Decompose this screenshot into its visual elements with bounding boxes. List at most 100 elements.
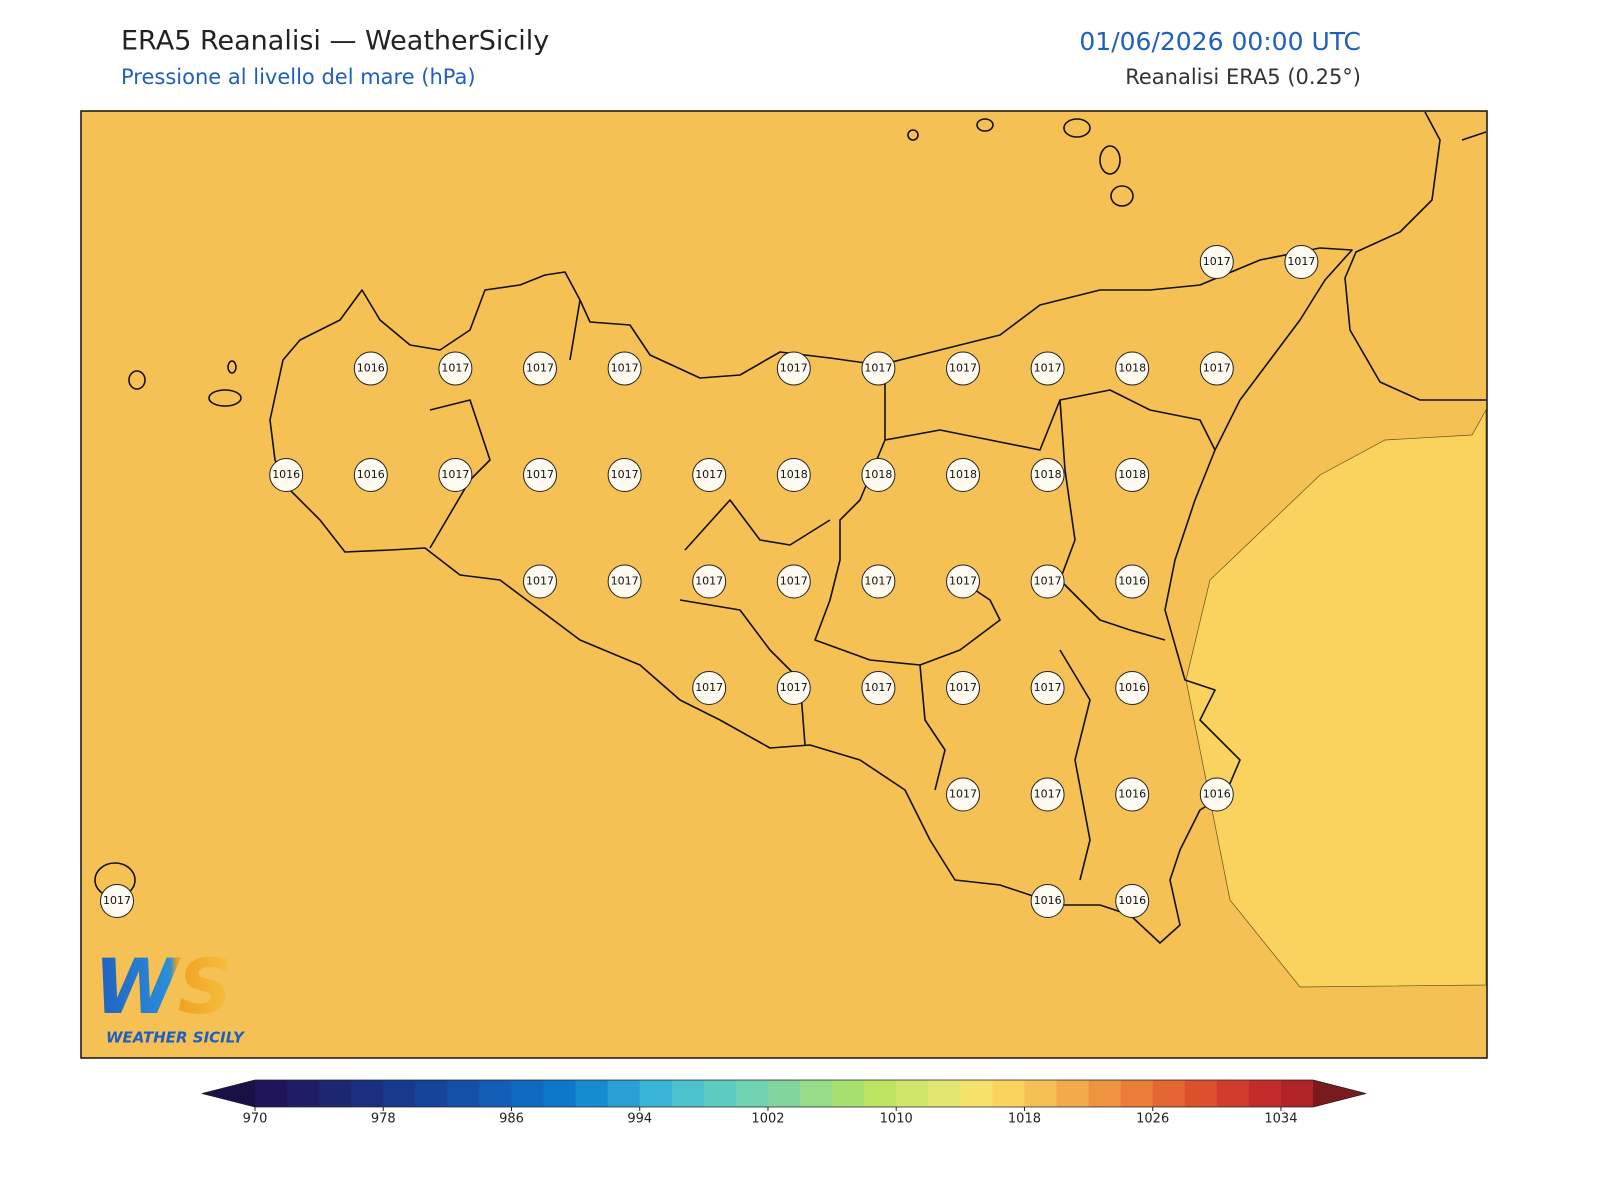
colorbar-over [1313, 1080, 1366, 1107]
station-marker [946, 671, 980, 705]
station-marker [353, 458, 388, 492]
logo-mark: WS [94, 942, 233, 1031]
station-marker [1199, 351, 1234, 386]
colorbar-cell [735, 1080, 769, 1107]
colorbar-cell [800, 1080, 833, 1107]
colorbar-cell [767, 1080, 801, 1107]
station-value: 1017 [441, 468, 469, 481]
colorbar-cell [415, 1080, 448, 1107]
station-value: 1017 [780, 681, 808, 694]
station-value: 1017 [949, 362, 977, 375]
station-value: 1017 [1203, 255, 1231, 268]
station-marker [1199, 777, 1234, 812]
station-marker [438, 458, 473, 492]
station-value: 1017 [1203, 362, 1231, 375]
station-value: 1017 [780, 362, 808, 375]
colorbar-cell [896, 1080, 929, 1107]
station-value: 1017 [695, 468, 723, 481]
colorbar-cell [287, 1080, 320, 1107]
colorbar-cell [1152, 1080, 1186, 1107]
station-marker [1030, 777, 1065, 812]
station-value: 1018 [949, 468, 977, 481]
colorbar-cell [543, 1080, 577, 1107]
station-marker [353, 351, 388, 386]
station-value: 1017 [864, 681, 892, 694]
colorbar-cell [479, 1080, 512, 1107]
station-value: 1017 [1287, 255, 1315, 268]
station-marker [607, 458, 642, 492]
station-value: 1017 [949, 788, 977, 801]
station-marker [692, 671, 727, 705]
station-value: 1018 [864, 468, 892, 481]
station-value: 1017 [1034, 362, 1062, 375]
colorbar-cell [607, 1080, 641, 1107]
station-marker [438, 351, 473, 386]
station-marker [1115, 884, 1150, 918]
station-marker [1115, 671, 1150, 705]
colorbar-cell [351, 1080, 384, 1107]
station-marker [523, 458, 557, 492]
map-frame [80, 110, 1488, 1059]
station-marker [1115, 564, 1150, 599]
station-value: 1017 [526, 468, 554, 481]
colorbar-cell [1248, 1080, 1282, 1107]
station-marker [1030, 884, 1065, 918]
map: 1017 1017 1016 1017 1017 1017 1017 1017 1017 1017… [80, 110, 1488, 1059]
station-marker [607, 351, 642, 386]
station-marker [861, 671, 896, 705]
station-marker [946, 351, 980, 386]
logo: WS WEATHER SICILY [94, 942, 246, 1047]
station-value: 1017 [526, 362, 554, 375]
colorbar-tick-label: 986 [499, 1112, 524, 1127]
colorbar-tick-label: 970 [243, 1112, 268, 1127]
station-marker [1030, 351, 1065, 386]
station-marker [946, 564, 980, 599]
logo-name: WEATHER SICILY [106, 1029, 246, 1047]
colorbar-cell [639, 1080, 673, 1107]
station-marker [946, 777, 980, 812]
station-value: 1018 [1118, 468, 1146, 481]
colorbar-cell [1120, 1080, 1154, 1107]
title: ERA5 Reanalisi — WeatherSicily [121, 26, 549, 57]
station-value: 1016 [272, 468, 300, 481]
station-marker [1284, 245, 1319, 279]
station-value: 1017 [526, 575, 554, 588]
station-value: 1017 [780, 575, 808, 588]
colorbar-tick-label: 994 [627, 1112, 652, 1127]
station-marker [269, 458, 304, 492]
islands [94, 118, 1134, 898]
colorbar-cell [1056, 1080, 1090, 1107]
subtitle: Pressione al livello del mare (hPa) [121, 65, 476, 89]
station-marker [1030, 564, 1065, 599]
station-marker [692, 564, 727, 599]
station-marker [100, 884, 134, 918]
colorbar-cell [511, 1080, 545, 1107]
colorbar-tick-label: 978 [371, 1112, 396, 1127]
stations: 1017 1017 1016 1017 1017 1017 1017 1017 1017 1017… [100, 245, 1319, 918]
station-value: 1017 [1034, 575, 1062, 588]
station-marker [1030, 458, 1065, 492]
station-marker [776, 671, 811, 705]
colorbar-cell [992, 1080, 1025, 1107]
station-marker [523, 351, 557, 386]
colorbar-cell [928, 1080, 961, 1107]
station-marker [1030, 671, 1065, 705]
station-marker [1115, 351, 1150, 386]
colorbar-cell [1280, 1080, 1314, 1107]
colorbar: 970 978 986 994 1002 1010 1018 1026 1034 [201, 1079, 1367, 1127]
station-value: 1017 [949, 681, 977, 694]
station-value: 1017 [103, 894, 131, 907]
station-marker [1199, 245, 1234, 279]
colorbar-cell [447, 1080, 480, 1107]
colorbar-cell [1024, 1080, 1058, 1107]
station-value: 1017 [695, 681, 723, 694]
colorbar-cell [1088, 1080, 1122, 1107]
station-value: 1016 [357, 468, 385, 481]
station-marker [946, 458, 980, 492]
station-value: 1016 [1034, 894, 1062, 907]
station-marker [861, 458, 896, 492]
colorbar-cell [383, 1080, 416, 1107]
station-value: 1017 [611, 575, 639, 588]
colorbar-cell [671, 1080, 705, 1107]
station-marker [692, 458, 727, 492]
